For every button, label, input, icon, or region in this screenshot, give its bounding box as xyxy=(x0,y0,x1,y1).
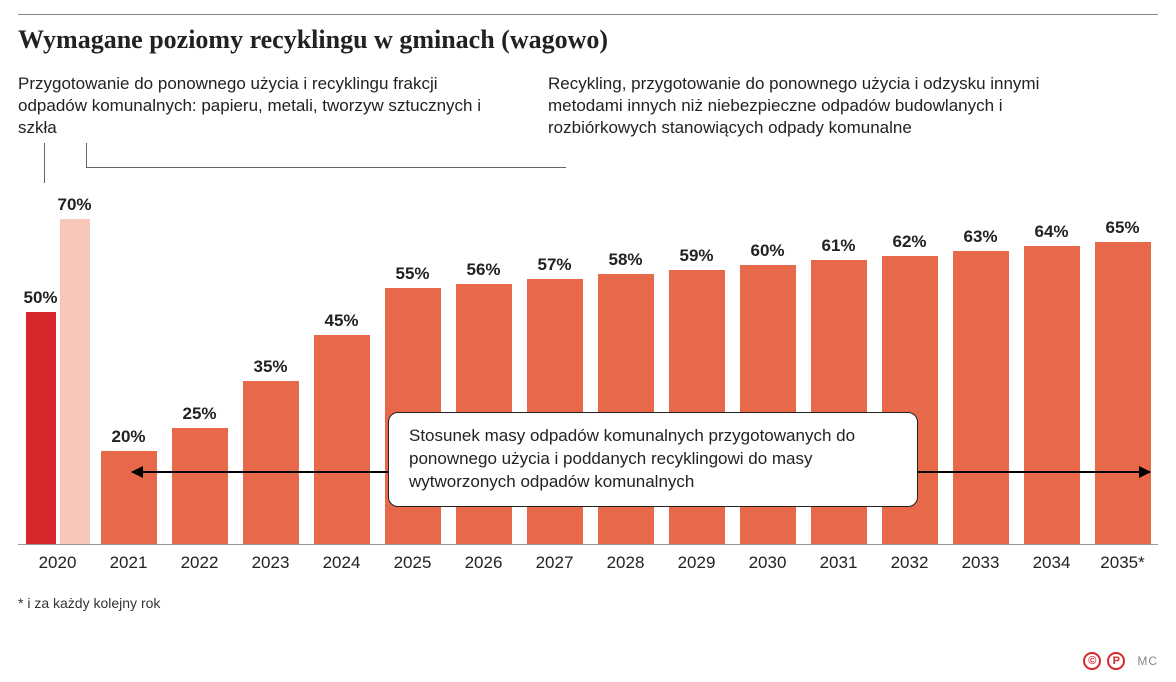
x-axis-label: 2020 xyxy=(22,553,93,573)
bar-value-label: 59% xyxy=(679,246,713,266)
legend-row: Przygotowanie do ponownego użycia i recy… xyxy=(18,73,1158,139)
infographic-frame: Wymagane poziomy recyklingu w gminach (w… xyxy=(0,0,1176,682)
x-axis-label: 2024 xyxy=(306,553,377,573)
x-axis-label: 2033 xyxy=(945,553,1016,573)
author-initials: MC xyxy=(1137,654,1158,668)
bar-value-label: 65% xyxy=(1105,218,1139,238)
x-axis-label: 2022 xyxy=(164,553,235,573)
bar-fill xyxy=(26,312,56,545)
x-axis: 2020202120222023202420252026202720282029… xyxy=(18,553,1158,573)
x-axis-label: 2031 xyxy=(803,553,874,573)
x-axis-label: 2034 xyxy=(1016,553,1087,573)
bar-value-label: 60% xyxy=(750,241,784,261)
bar-value-label: 20% xyxy=(111,427,145,447)
bar: 25% xyxy=(172,428,228,544)
x-axis-label: 2026 xyxy=(448,553,519,573)
bar-fill xyxy=(1095,242,1151,544)
bar-value-label: 64% xyxy=(1034,222,1068,242)
chart-title: Wymagane poziomy recyklingu w gminach (w… xyxy=(18,25,1158,55)
connector-2 xyxy=(86,143,87,167)
bar: 45% xyxy=(314,335,370,544)
x-axis-label: 2025 xyxy=(377,553,448,573)
bar-value-label: 50% xyxy=(23,288,57,308)
bar-slot: 35% xyxy=(235,195,306,544)
bar: 63% xyxy=(953,251,1009,544)
bar-value-label: 58% xyxy=(608,250,642,270)
connector-2h xyxy=(86,167,566,168)
bar-value-label: 63% xyxy=(963,227,997,247)
bar-slot: 25% xyxy=(164,195,235,544)
bar-value-label: 56% xyxy=(466,260,500,280)
bar-fill xyxy=(172,428,228,544)
bar: 65% xyxy=(1095,242,1151,544)
bar-slot: 65% xyxy=(1087,195,1158,544)
overlay-note-text: Stosunek masy odpadów komunalnych przygo… xyxy=(409,426,855,491)
legend-left: Przygotowanie do ponownego użycia i recy… xyxy=(18,73,488,139)
x-axis-label: 2030 xyxy=(732,553,803,573)
x-axis-label: 2027 xyxy=(519,553,590,573)
bar-value-label: 35% xyxy=(253,357,287,377)
bar-slot: 63% xyxy=(945,195,1016,544)
bar-value-label: 57% xyxy=(537,255,571,275)
bar: 35% xyxy=(243,381,299,544)
footnote: * i za każdy kolejny rok xyxy=(18,595,1158,611)
bar: 64% xyxy=(1024,246,1080,544)
x-axis-label: 2023 xyxy=(235,553,306,573)
x-axis-label: 2028 xyxy=(590,553,661,573)
x-axis-label: 2032 xyxy=(874,553,945,573)
x-axis-label: 2029 xyxy=(661,553,732,573)
bar-fill xyxy=(1024,246,1080,544)
bar-value-label: 45% xyxy=(324,311,358,331)
bar-fill xyxy=(60,219,90,545)
bar-value-label: 25% xyxy=(182,404,216,424)
bar-slot: 45% xyxy=(306,195,377,544)
x-axis-label: 2021 xyxy=(93,553,164,573)
connector-1 xyxy=(44,143,45,183)
p-badge-icon: P xyxy=(1107,652,1125,670)
copyright-icon: © xyxy=(1083,652,1101,670)
bar-fill xyxy=(953,251,1009,544)
chart-wrap: 50%70%20%25%35%45%55%56%57%58%59%60%61%6… xyxy=(18,195,1158,585)
bar-value-label: 61% xyxy=(821,236,855,256)
bar-slot: 20% xyxy=(93,195,164,544)
bar-value-label: 62% xyxy=(892,232,926,252)
bar-fill xyxy=(314,335,370,544)
x-axis-label: 2035* xyxy=(1087,553,1158,573)
legend-right: Recykling, przygotowanie do ponownego uż… xyxy=(548,73,1108,139)
bar-slot: 50%70% xyxy=(22,195,93,544)
top-rule xyxy=(18,14,1158,15)
bar: 70% xyxy=(60,219,90,545)
credits: © P MC xyxy=(1083,652,1158,670)
bar-slot: 64% xyxy=(1016,195,1087,544)
bar: 50% xyxy=(26,312,56,545)
bar-fill xyxy=(101,451,157,544)
bar: 20% xyxy=(101,451,157,544)
overlay-note: Stosunek masy odpadów komunalnych przygo… xyxy=(388,412,918,507)
bar-value-label: 55% xyxy=(395,264,429,284)
bar-fill xyxy=(243,381,299,544)
bar-value-label: 70% xyxy=(57,195,91,215)
legend-connectors xyxy=(18,147,1158,195)
